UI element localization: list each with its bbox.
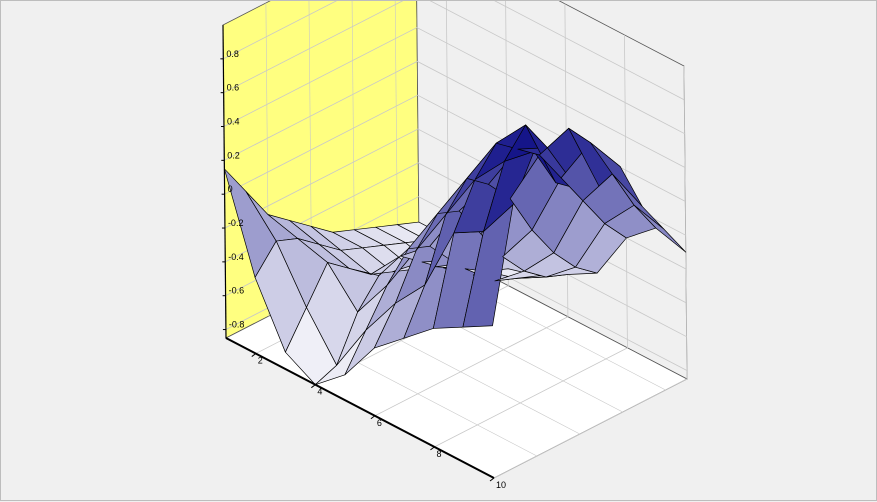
z-tick-label: -0.8 xyxy=(229,320,245,330)
x-tick-label: 8 xyxy=(436,449,441,459)
z-tick-label: 0.2 xyxy=(227,150,240,160)
x-grid-line xyxy=(493,65,688,479)
y-grid-line xyxy=(265,2,538,457)
z-tick-label: 0 xyxy=(228,184,233,194)
z-tick-label: 0.8 xyxy=(226,49,239,59)
z-grid-line xyxy=(223,1,685,101)
surface-mesh xyxy=(224,124,687,386)
z-grid-line xyxy=(223,1,685,135)
x-tick-label: 2 xyxy=(258,356,263,366)
z-tick-label: -0.2 xyxy=(228,218,244,228)
chart-axes: 0.8 0.6 0.4 0.2 0 -0.2 -0.4 -0.6 -0.8 2 4 6 8 10 xyxy=(220,24,506,490)
z-tick-label: 0.6 xyxy=(227,83,240,93)
x-tick-label: 4 xyxy=(317,387,322,397)
z-tick-label: 0.4 xyxy=(227,117,240,127)
z-tick-label: -0.4 xyxy=(228,252,244,262)
x-tick xyxy=(430,446,435,451)
x-tick xyxy=(251,353,257,357)
x-grid-line xyxy=(434,34,628,448)
x-tick xyxy=(489,477,495,482)
x-axis-line xyxy=(225,337,495,479)
z-grid-line xyxy=(223,27,686,168)
x-tick xyxy=(311,384,316,389)
x-tick-label: 10 xyxy=(496,480,506,490)
x-grid-line xyxy=(315,1,509,386)
z-tick-label: -0.6 xyxy=(229,286,245,296)
x-grid-line xyxy=(374,3,569,417)
x-tick-label: 6 xyxy=(377,418,382,428)
surface-cell xyxy=(633,204,687,253)
x-tick xyxy=(370,415,376,420)
z-axis-line xyxy=(222,24,227,339)
